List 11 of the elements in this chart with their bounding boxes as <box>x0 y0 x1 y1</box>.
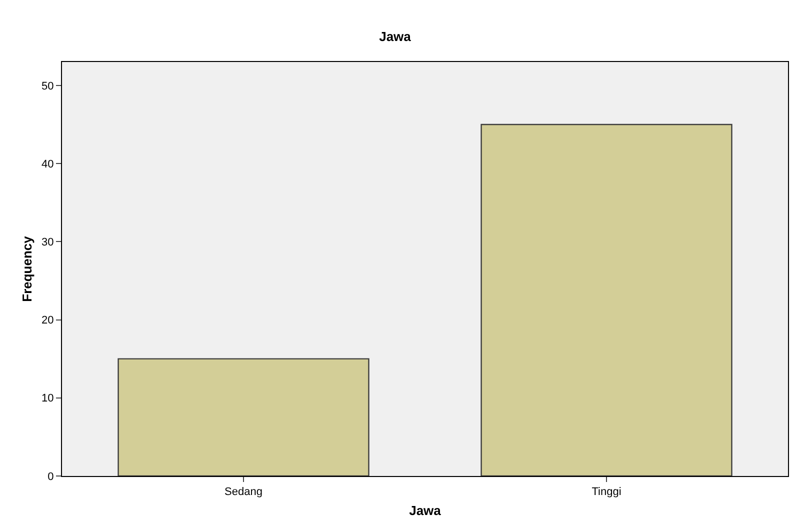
y-tick-label: 20 <box>42 314 54 327</box>
x-tick-label: Tinggi <box>592 486 622 498</box>
x-tick-label: Sedang <box>224 486 262 498</box>
y-tick-label: 10 <box>42 392 54 405</box>
y-tick-label: 30 <box>42 236 54 249</box>
x-axis-title: Jawa <box>409 502 442 518</box>
chart-title: Jawa <box>379 28 412 44</box>
y-tick-label: 0 <box>48 470 54 483</box>
y-axis-title: Frequency <box>20 235 34 302</box>
y-tick-label: 40 <box>42 158 54 170</box>
y-tick-label: 50 <box>42 80 54 92</box>
